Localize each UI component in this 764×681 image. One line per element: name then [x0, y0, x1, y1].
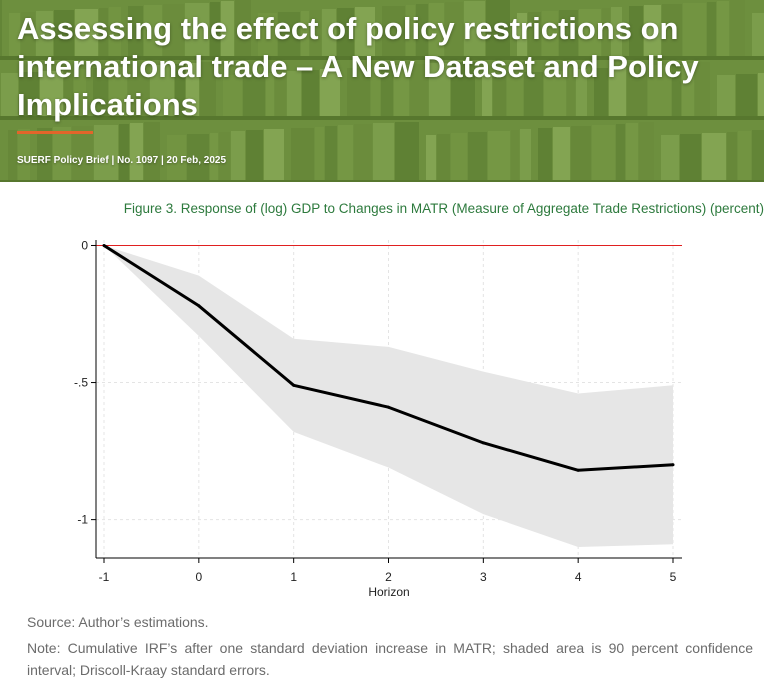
x-tick-label: 5	[670, 570, 677, 584]
source-note: Source: Author’s estimations.	[27, 614, 209, 630]
x-tick-labels: -1 0 1 2 3 4 5	[99, 558, 677, 584]
figure-note: Note: Cumulative IRF’s after one standar…	[27, 640, 753, 678]
brief-meta: SUERF Policy Brief | No. 1097 | 20 Feb, …	[17, 155, 227, 166]
y-tick-labels: 0 -.5 -1	[74, 238, 96, 527]
irf-point	[481, 441, 485, 445]
y-tick-label: -1	[77, 513, 88, 527]
y-tick-label: 0	[81, 238, 88, 252]
x-tick-label: 4	[575, 570, 582, 584]
irf-point	[671, 463, 675, 467]
header-banner: Assessing the effect of policy restricti…	[0, 0, 764, 182]
y-tick-label: -.5	[74, 376, 88, 390]
bookshelf-background	[0, 0, 764, 182]
x-axis-label: Horizon	[368, 585, 409, 599]
x-tick-label: 3	[480, 570, 487, 584]
x-tick-label: 2	[385, 570, 392, 584]
irf-point	[576, 468, 580, 472]
x-tick-label: -1	[99, 570, 110, 584]
accent-rule	[17, 131, 93, 134]
irf-point	[292, 383, 296, 387]
irf-chart: 0 -.5 -1 -1 0 1 2 3 4 5 Horizon	[74, 238, 682, 599]
x-tick-label: 0	[195, 570, 202, 584]
irf-point	[387, 405, 390, 409]
irf-point	[197, 304, 201, 308]
page-title: Assessing the effect of policy restricti…	[17, 11, 699, 122]
irf-points	[102, 243, 675, 472]
figure-title: Figure 3. Response of (log) GDP to Chang…	[123, 201, 764, 216]
confidence-band	[104, 245, 673, 548]
x-tick-label: 1	[290, 570, 297, 584]
irf-point	[102, 243, 106, 247]
